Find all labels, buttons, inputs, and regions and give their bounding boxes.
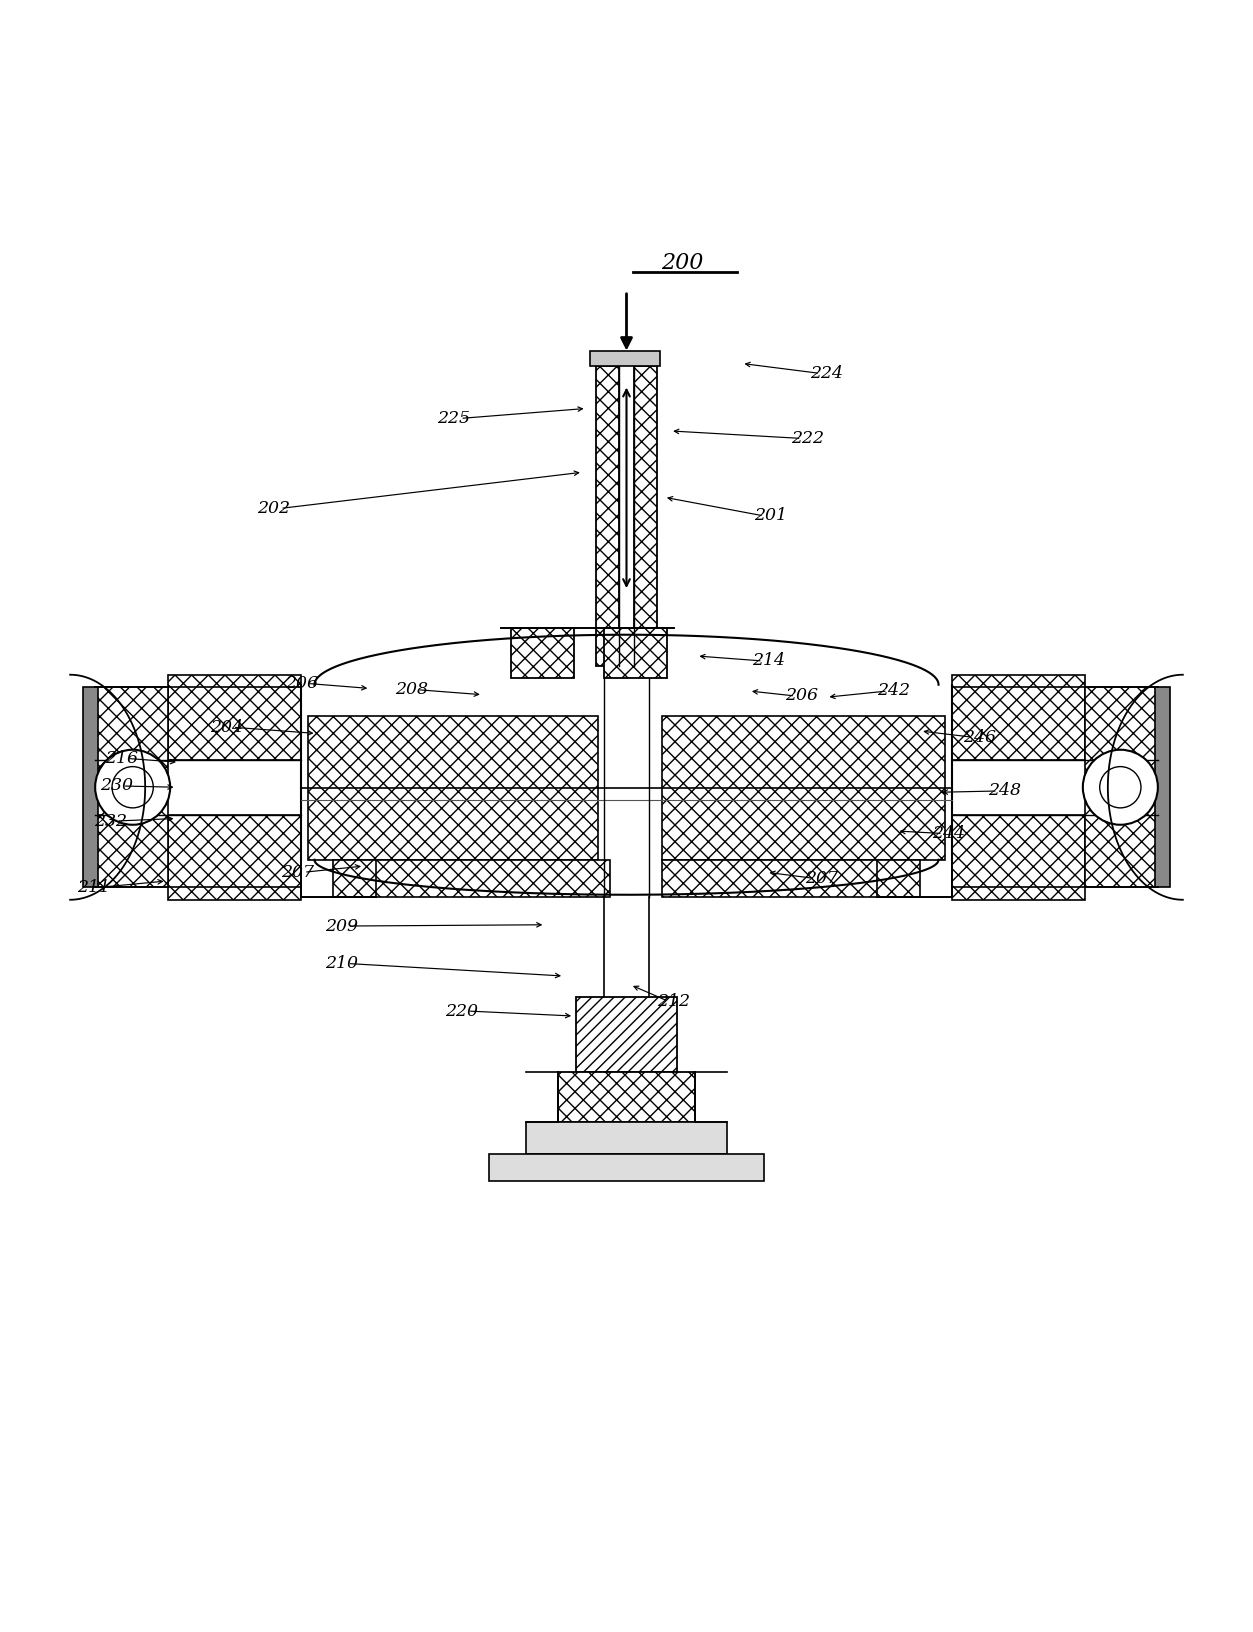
Text: 220: 220	[445, 1002, 477, 1020]
Text: 209: 209	[325, 917, 358, 935]
Bar	[604, 628, 667, 679]
Bar	[95, 687, 168, 888]
Bar	[526, 1123, 727, 1154]
Text: 246: 246	[962, 730, 996, 746]
Text: 211: 211	[78, 878, 110, 896]
Bar	[168, 674, 302, 761]
Bar	[634, 366, 657, 666]
Text: 230: 230	[100, 777, 133, 795]
Text: 244: 244	[932, 826, 966, 842]
Text: 222: 222	[792, 429, 824, 447]
Bar	[558, 1072, 695, 1123]
Text: 207: 207	[281, 863, 315, 881]
Bar	[662, 860, 920, 898]
Text: 204: 204	[211, 718, 243, 736]
Circle shape	[95, 749, 170, 824]
Text: 207: 207	[804, 870, 838, 888]
Bar	[590, 351, 660, 366]
Text: 232: 232	[94, 813, 127, 829]
Bar	[576, 997, 677, 1072]
Text: 248: 248	[987, 782, 1020, 800]
Text: 216: 216	[105, 751, 138, 767]
Bar	[1085, 687, 1158, 888]
Bar	[511, 628, 574, 679]
Bar	[951, 674, 1085, 761]
Bar	[1155, 687, 1170, 888]
Text: 200: 200	[662, 253, 704, 274]
Text: 224: 224	[809, 366, 843, 382]
Bar	[83, 687, 98, 888]
Bar	[333, 860, 610, 898]
Text: 225: 225	[437, 410, 470, 428]
Bar	[489, 1154, 764, 1182]
Text: 206: 206	[284, 676, 318, 692]
Text: 214: 214	[753, 653, 786, 669]
Text: 208: 208	[395, 681, 429, 698]
Circle shape	[1083, 749, 1158, 824]
Text: 202: 202	[257, 499, 291, 517]
Circle shape	[1100, 767, 1141, 808]
Text: 201: 201	[754, 508, 787, 524]
Text: 210: 210	[325, 955, 358, 973]
Bar	[596, 366, 619, 666]
Text: 242: 242	[877, 682, 911, 700]
Bar	[308, 716, 598, 860]
Bar	[168, 814, 302, 899]
Text: 212: 212	[658, 992, 690, 1010]
Bar	[662, 716, 945, 860]
Text: 206: 206	[786, 687, 818, 705]
Bar	[951, 814, 1085, 899]
Circle shape	[112, 767, 153, 808]
